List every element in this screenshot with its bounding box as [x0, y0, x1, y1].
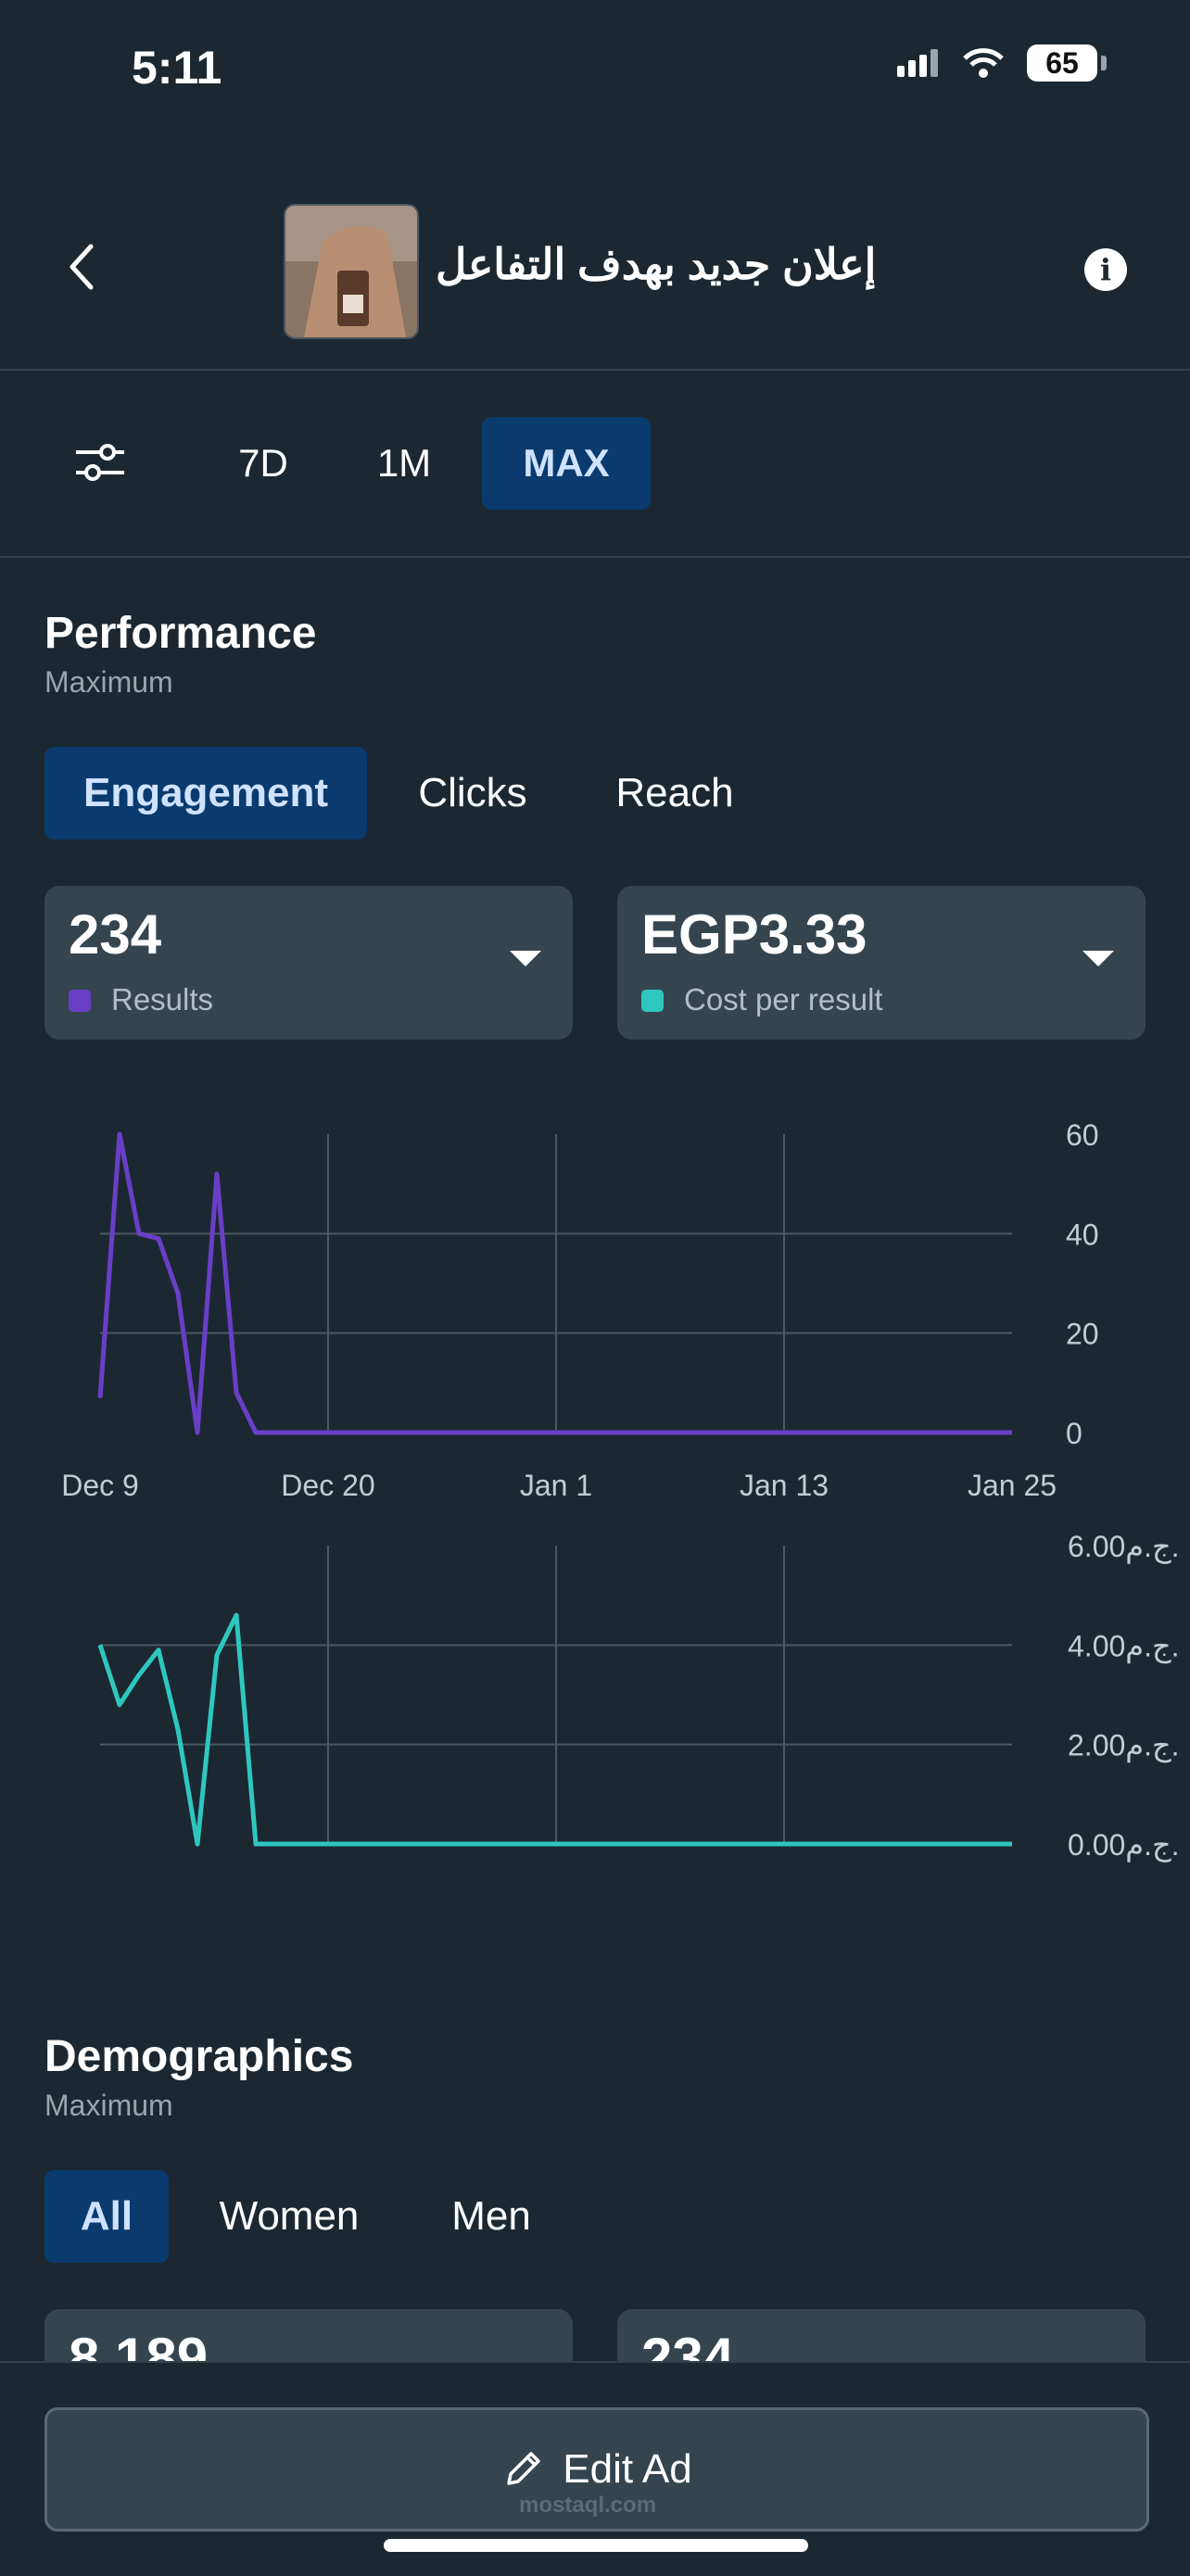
tab-clicks[interactable]: Clicks	[418, 770, 527, 815]
performance-charts: 60 40 20 0 Dec 9 Dec 20 Jan 1 Jan 13 Jan 25 6.00ج…	[61, 1118, 1180, 1863]
cost-per-result-card[interactable]: EGP3.33 Cost per result	[617, 886, 1146, 1040]
info-icon[interactable]: i	[1084, 248, 1127, 291]
chart-data-point	[158, 1649, 159, 1651]
chart-data-point	[99, 1644, 101, 1646]
pencil-icon	[507, 2452, 541, 2485]
tabs-divider	[0, 556, 1190, 558]
cellular-signal-icon	[897, 49, 938, 77]
chart-x-tick-label: Jan 25	[968, 1469, 1057, 1502]
tab-women[interactable]: Women	[219, 2193, 360, 2239]
chart-x-tick-label: Dec 20	[281, 1469, 374, 1502]
watermark: mostaql.com	[519, 2493, 657, 2518]
chart-y-tick-label: 0	[1066, 1417, 1082, 1450]
cost-per-result-label: Cost per result	[684, 982, 883, 1017]
chart-data-point	[216, 1173, 218, 1175]
tab-men[interactable]: Men	[451, 2193, 531, 2239]
chart-data-point	[274, 1843, 276, 1845]
chart-y-tick-label: 0.00ج.م.	[1068, 1828, 1180, 1863]
edit-ad-label: Edit Ad	[563, 2446, 692, 2492]
results-value: 234	[69, 903, 162, 966]
chart-data-point	[235, 1614, 237, 1616]
chart-data-point	[138, 1674, 140, 1676]
ad-title: إعلان جديد بهدف التفاعل	[436, 240, 877, 288]
chart-y-tick-label: 40	[1066, 1218, 1099, 1251]
battery-level: 65	[1027, 44, 1097, 82]
chart-data-point	[255, 1843, 257, 1845]
back-chevron-icon[interactable]	[63, 239, 100, 295]
tab-engagement[interactable]: Engagement	[44, 747, 367, 840]
edit-ad-button[interactable]: Edit Ad	[44, 2407, 1149, 2532]
wifi-icon	[963, 48, 1004, 78]
chart-data-point	[235, 1392, 237, 1394]
status-time: 5:11	[132, 42, 222, 94]
chart-y-tick-label: 6.00ج.م.	[1068, 1530, 1180, 1564]
cost-per-result-value: EGP3.33	[641, 903, 867, 966]
cost-swatch	[641, 990, 664, 1012]
home-indicator[interactable]	[384, 2539, 808, 2552]
results-card[interactable]: 234 Results	[44, 886, 573, 1040]
chevron-down-icon	[510, 951, 541, 966]
chevron-down-icon	[1082, 951, 1114, 966]
chart-y-tick-label: 20	[1066, 1318, 1099, 1351]
results-label: Results	[111, 982, 214, 1017]
tab-all[interactable]: All	[44, 2170, 169, 2263]
chart-data-point	[216, 1654, 218, 1656]
chart-y-tick-label: 60	[1066, 1118, 1099, 1152]
tab-reach[interactable]: Reach	[615, 770, 734, 815]
chart-data-point	[177, 1293, 179, 1294]
results-swatch	[69, 990, 91, 1012]
range-tab-max[interactable]: MAX	[482, 417, 651, 510]
range-tab-1m[interactable]: 1M	[376, 441, 432, 485]
chart-data-point	[99, 1396, 101, 1398]
filter-sliders-icon[interactable]	[72, 439, 128, 486]
range-tab-7d[interactable]: 7D	[238, 441, 288, 485]
status-icons: 65	[897, 44, 1107, 82]
chart-x-tick-label: Jan 1	[520, 1469, 592, 1502]
chart-data-point	[196, 1843, 198, 1845]
ad-thumbnail	[284, 204, 419, 339]
chart-y-tick-label: 4.00ج.م.	[1068, 1629, 1180, 1663]
demographics-title: Demographics	[44, 2032, 354, 2081]
chart-data-point	[138, 1232, 140, 1234]
demographics-subtitle: Maximum	[44, 2089, 173, 2122]
performance-title: Performance	[44, 609, 317, 658]
header-divider	[0, 369, 1190, 371]
chart-data-point	[177, 1729, 179, 1731]
battery-icon: 65	[1027, 44, 1107, 82]
chart-x-tick-label: Dec 9	[61, 1469, 139, 1502]
chart-y-tick-label: 2.00ج.م.	[1068, 1729, 1180, 1763]
chart-x-tick-label: Jan 13	[740, 1469, 829, 1502]
chart-data-point	[158, 1238, 159, 1240]
performance-subtitle: Maximum	[44, 665, 173, 699]
